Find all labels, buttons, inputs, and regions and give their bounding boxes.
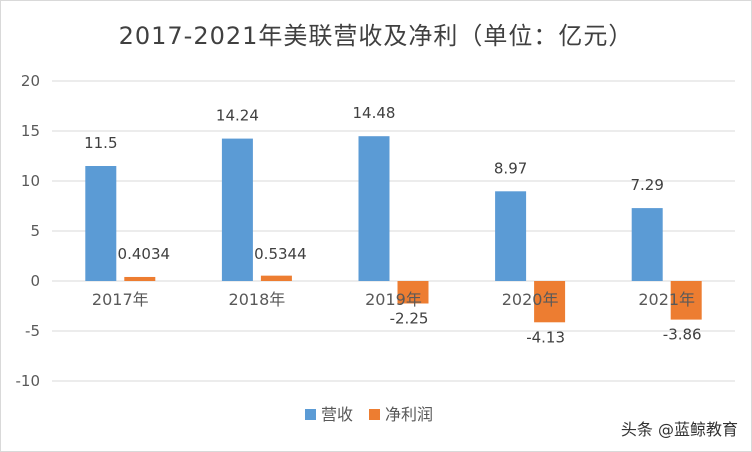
x-category-label: 2017年 (92, 290, 149, 309)
y-tick-label: -5 (25, 322, 40, 340)
gridlines (52, 80, 735, 382)
data-labels: 11.5 0.4034 14.24 0.5344 14.48 -2.25 8.97 -4.13… (84, 104, 702, 346)
data-label: 8.97 (494, 159, 527, 177)
data-label: -4.13 (526, 328, 565, 346)
bar-revenue (221, 138, 253, 281)
x-category-label: 2021年 (638, 290, 695, 309)
bar-net-profit (670, 281, 702, 320)
x-category-label: 2019年 (365, 290, 422, 309)
data-label: 0.4034 (118, 245, 171, 263)
bar-net-profit (124, 276, 156, 281)
y-tick-label: 10 (21, 172, 40, 190)
legend-label: 净利润 (385, 405, 433, 424)
y-axis-ticks: 20 15 10 5 0 -5 -10 (16, 72, 41, 390)
bar-revenue (358, 136, 390, 281)
bar-net-profit (260, 275, 292, 281)
data-label: 14.24 (216, 107, 259, 125)
data-label: -2.25 (390, 310, 429, 328)
data-label: 14.48 (353, 104, 396, 122)
y-tick-label: 15 (21, 122, 40, 140)
legend: 营收 净利润 (305, 405, 433, 424)
bar-revenue (631, 208, 663, 281)
bar-revenue (85, 166, 117, 281)
data-label: 11.5 (84, 134, 117, 152)
data-label: 7.29 (630, 176, 663, 194)
x-category-label: 2018年 (229, 290, 286, 309)
data-label: 0.5344 (254, 245, 307, 263)
watermark: 头条 @蓝鲸教育 (620, 420, 738, 439)
y-tick-label: 0 (30, 272, 40, 290)
bar-net-profit (397, 281, 429, 304)
x-category-label: 2020年 (502, 290, 559, 309)
x-axis-categories: 2017年 2018年 2019年 2020年 2021年 (92, 290, 695, 309)
data-label: -3.86 (663, 326, 702, 344)
bar-revenue (495, 191, 527, 281)
legend-swatch-revenue (305, 409, 316, 420)
legend-swatch-net-profit (369, 409, 380, 420)
bars (85, 136, 702, 323)
y-tick-label: -10 (16, 372, 41, 390)
bar-net-profit (534, 281, 566, 323)
legend-label: 营收 (321, 405, 353, 424)
chart-title: 2017-2021年美联营收及净利（单位：亿元） (118, 22, 634, 50)
y-tick-label: 5 (30, 222, 40, 240)
y-tick-label: 20 (21, 72, 40, 90)
